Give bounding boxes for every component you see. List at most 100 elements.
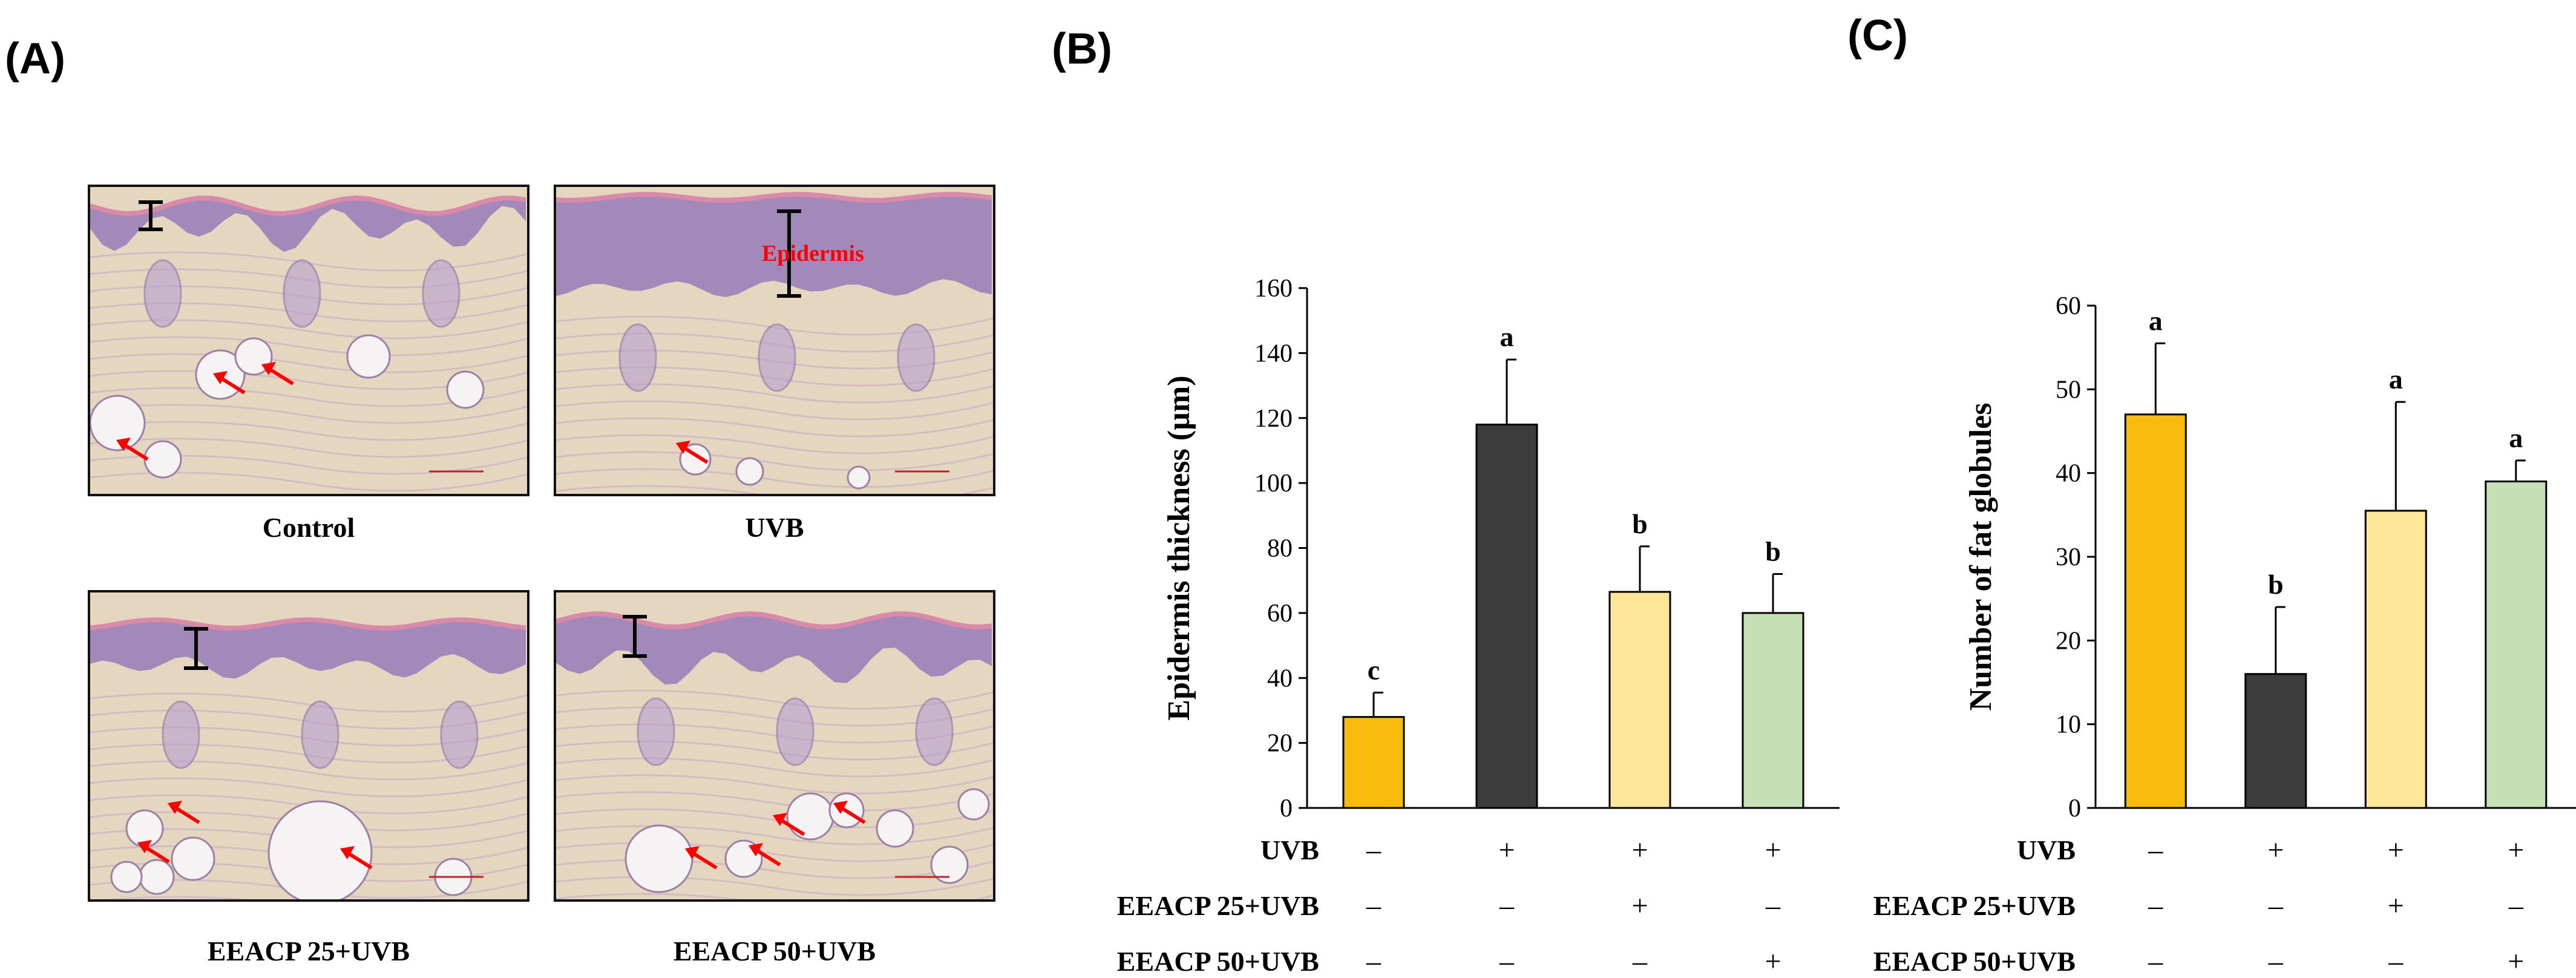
red-arrow xyxy=(219,376,246,395)
treatment-sign: + xyxy=(2388,890,2404,922)
significance-label: a xyxy=(2149,305,2163,336)
y-tick-label: 160 xyxy=(1254,275,1293,303)
red-arrow-head xyxy=(749,843,763,856)
dermal-fiber xyxy=(556,434,993,455)
fat-globule xyxy=(957,788,990,821)
dermal-fiber xyxy=(556,417,993,438)
red-arrow-head xyxy=(676,441,690,454)
fat-globule xyxy=(735,457,764,486)
red-arrow-head xyxy=(137,840,152,853)
y-axis-label: Number of fat globules xyxy=(1964,403,1998,711)
dermal-fiber xyxy=(90,336,527,356)
treatment-sign: – xyxy=(2148,834,2163,866)
epidermis-annotation: Epidermis xyxy=(762,241,864,266)
red-arrow-head xyxy=(168,801,182,814)
chart-b-svg: 0 20 40 60 80 100 120 140 160 Epidermis thickness… xyxy=(1117,275,1840,977)
y-tick-label: 30 xyxy=(2056,543,2081,571)
treatment-sign: – xyxy=(1499,890,1515,922)
treatment-label: EEACP 25+UVB xyxy=(1117,890,1319,921)
red-arrow-head xyxy=(261,362,276,375)
hair-follicle xyxy=(440,700,479,769)
panel-label-a: (A) xyxy=(5,34,65,83)
red-arrow xyxy=(839,806,866,824)
bar-4 xyxy=(2485,481,2548,809)
treatment-sign: + xyxy=(1498,834,1515,866)
fat-globule xyxy=(930,845,969,884)
y-tick-label: 140 xyxy=(1254,340,1293,367)
histology-image xyxy=(90,187,527,494)
treatment-sign: – xyxy=(2508,890,2524,922)
fat-globule xyxy=(139,859,175,895)
treatment-sign: – xyxy=(1499,945,1515,977)
y-tick-label: 0 xyxy=(2068,795,2081,822)
dermal-fiber xyxy=(556,791,993,812)
epidermis-layer xyxy=(556,614,992,685)
red-arrow xyxy=(143,845,170,864)
fat-globule xyxy=(786,792,834,841)
fat-globule xyxy=(90,395,146,451)
dermal-fiber xyxy=(90,404,527,424)
y-tick-label: 40 xyxy=(2056,460,2081,488)
dermal-fiber xyxy=(556,893,993,899)
epidermis-layer xyxy=(90,198,526,252)
hair-follicle xyxy=(758,323,796,392)
dermal-fiber xyxy=(90,760,527,781)
dermal-fiber xyxy=(556,842,993,862)
histology-image xyxy=(556,592,993,899)
treatment-sign: – xyxy=(1765,890,1781,922)
treatment-sign: – xyxy=(2268,945,2284,977)
treatment-label: EEACP 50+UVB xyxy=(1117,946,1319,977)
significance-label: a xyxy=(2509,422,2523,453)
caption-uvb: UVB xyxy=(745,512,804,543)
dermal-fiber xyxy=(556,876,993,896)
treatment-sign: + xyxy=(2508,945,2524,977)
micrograph-eeacp50 xyxy=(554,590,995,902)
fat-globule xyxy=(143,440,182,479)
significance-label: b xyxy=(2268,569,2284,600)
red-arrow-head xyxy=(833,801,848,814)
dermal-fiber xyxy=(90,353,527,373)
chart-epidermis-thickness: 0 20 40 60 80 100 120 140 160 Epidermis thickness… xyxy=(1053,0,1840,978)
treatment-sign: – xyxy=(2148,890,2163,922)
red-arrow xyxy=(691,851,718,870)
caption-control: Control xyxy=(262,512,355,543)
fat-globule xyxy=(267,800,373,899)
dermal-fiber xyxy=(90,438,527,458)
panel-label-c: (C) xyxy=(1847,11,1908,60)
y-tick-label: 100 xyxy=(1254,470,1293,497)
epidermis-layer xyxy=(556,194,992,297)
y-tick-label: 20 xyxy=(2056,627,2081,655)
treatment-label: UVB xyxy=(2017,835,2076,865)
red-arrow-head xyxy=(773,813,787,826)
hair-follicle xyxy=(637,697,675,766)
y-tick-label: 0 xyxy=(1280,795,1293,822)
fat-globule xyxy=(446,370,485,409)
bar-1 xyxy=(2124,413,2187,809)
dermal-fiber xyxy=(556,757,993,778)
treatment-sign: – xyxy=(2388,945,2404,977)
hair-follicle xyxy=(915,697,954,766)
bar-4 xyxy=(1742,612,1804,809)
fat-globule xyxy=(346,334,391,379)
bar-1 xyxy=(1342,716,1405,809)
significance-label: b xyxy=(1765,536,1781,566)
hair-follicle xyxy=(283,259,321,328)
treatment-sign: – xyxy=(2148,945,2163,977)
stratum-corneum xyxy=(556,191,992,203)
red-arrow xyxy=(267,367,294,386)
bar-2 xyxy=(2244,673,2307,809)
bar-3 xyxy=(1608,591,1671,809)
stratum-corneum xyxy=(90,195,526,217)
hair-follicle xyxy=(422,259,460,328)
micrograph-eeacp25 xyxy=(88,590,529,902)
y-axis-label: Epidermis thickness (µm) xyxy=(1162,375,1196,720)
bar-2 xyxy=(1475,423,1538,809)
red-arrow xyxy=(682,445,709,464)
panel-label-b: (B) xyxy=(1052,25,1112,73)
histology-image xyxy=(90,592,527,899)
stratum-corneum xyxy=(90,617,526,631)
red-arrow-head xyxy=(116,438,131,451)
fat-globule xyxy=(624,824,693,893)
fat-globule xyxy=(110,861,143,893)
epidermis-layer xyxy=(90,620,526,679)
